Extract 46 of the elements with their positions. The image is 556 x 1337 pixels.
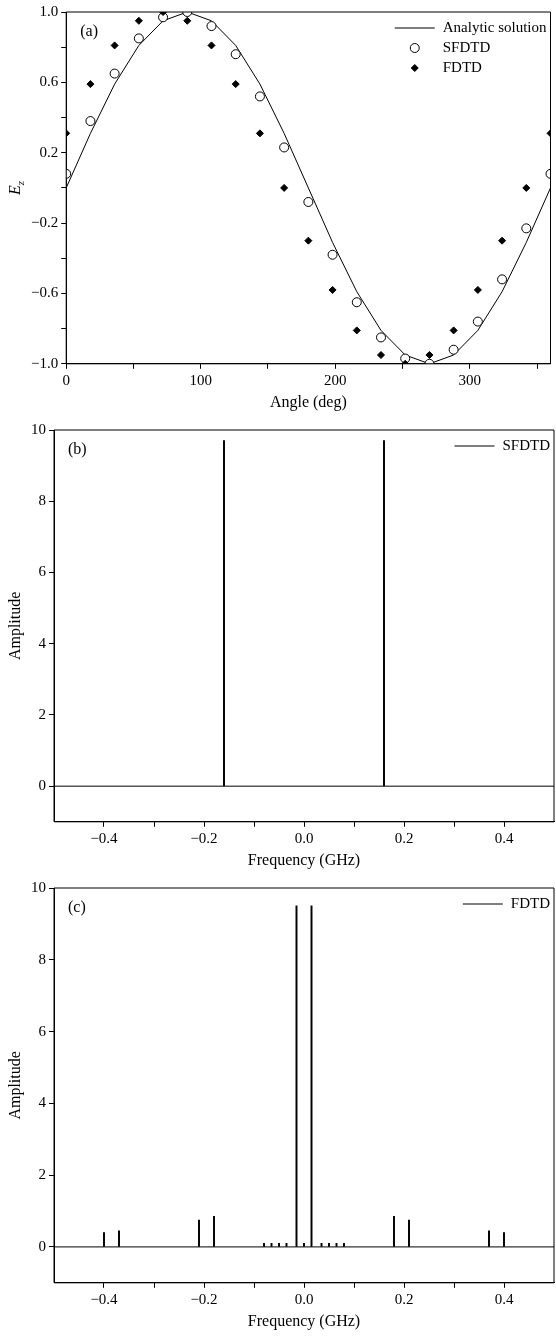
y-tick-label: 0.6 xyxy=(39,73,59,90)
annotation: (b) xyxy=(68,440,87,459)
y-tick-label: −0.6 xyxy=(30,284,59,301)
x-tick-label: 100 xyxy=(189,371,212,388)
y-tick-label: 2 xyxy=(38,705,46,722)
annotation: (c) xyxy=(68,898,86,917)
annotation: (a) xyxy=(80,22,98,41)
y-tick-label: 8 xyxy=(38,950,46,967)
x-tick-label: −0.2 xyxy=(190,1290,218,1307)
legend-label: FDTD xyxy=(442,58,483,75)
y-tick-label: 0.2 xyxy=(39,143,59,160)
x-tick-label: 0 xyxy=(62,371,70,388)
x-axis-title: Frequency (GHz) xyxy=(247,1311,361,1330)
x-tick-label: 0.0 xyxy=(294,1290,314,1307)
y-tick-label: 4 xyxy=(38,634,47,651)
y-tick-label: 6 xyxy=(38,1022,47,1039)
x-tick-label: 0.4 xyxy=(494,829,514,846)
legend-label: FDTD xyxy=(510,894,551,911)
y-tick-label: 4 xyxy=(38,1094,47,1111)
y-axis-title: Amplitude xyxy=(6,591,25,661)
y-tick-label: 0 xyxy=(38,777,46,794)
x-tick-label: 300 xyxy=(458,371,482,388)
y-tick-label: 1.0 xyxy=(39,2,59,19)
y-tick-label: 10 xyxy=(31,420,46,437)
y-tick-label: −1.0 xyxy=(30,354,59,371)
x-tick-label: 0.4 xyxy=(494,1290,514,1307)
y-axis-title: Ez xyxy=(6,180,26,196)
y-tick-label: 10 xyxy=(31,878,46,895)
y-tick-label: 6 xyxy=(38,563,47,580)
legend-label: SFDTD xyxy=(502,436,551,453)
x-tick-label: −0.4 xyxy=(90,829,119,846)
x-tick-label: −0.4 xyxy=(90,1290,119,1307)
x-axis-title: Frequency (GHz) xyxy=(247,850,361,869)
x-tick-label: −0.2 xyxy=(190,829,218,846)
x-tick-label: 200 xyxy=(324,371,347,388)
y-tick-label: 0 xyxy=(38,1237,46,1254)
legend-label: Analytic solution xyxy=(442,18,547,35)
x-tick-label: 0.2 xyxy=(394,829,414,846)
x-axis-title: Angle (deg) xyxy=(269,392,347,411)
y-tick-label: −0.2 xyxy=(30,214,59,231)
y-axis-title: Amplitude xyxy=(6,1051,25,1120)
x-tick-label: 0.2 xyxy=(394,1290,414,1307)
legend-label: SFDTD xyxy=(442,38,491,55)
y-tick-label: 2 xyxy=(38,1166,46,1183)
x-tick-label: 0.0 xyxy=(294,829,314,846)
y-tick-label: 8 xyxy=(38,492,46,509)
